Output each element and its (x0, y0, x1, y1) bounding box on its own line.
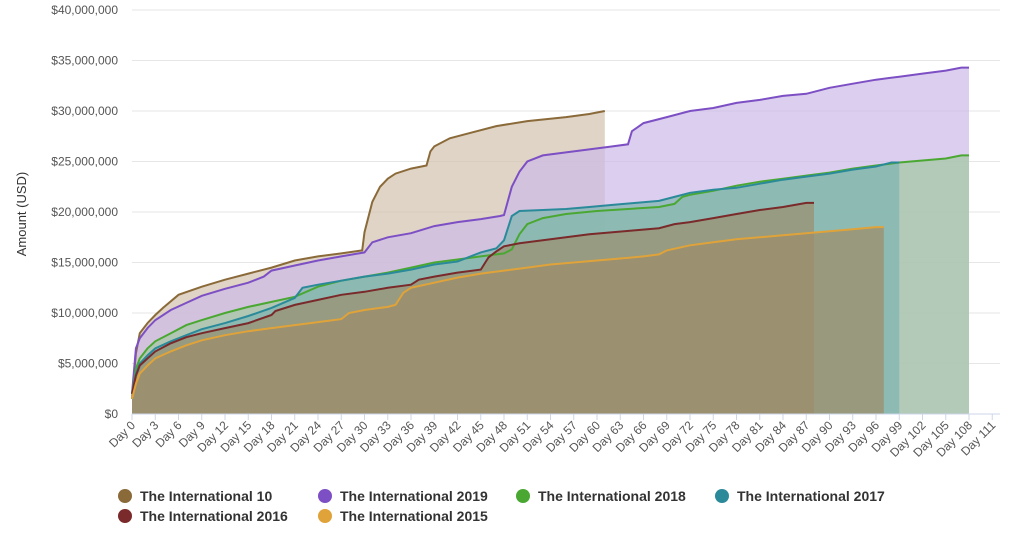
legend-marker-icon (516, 489, 530, 503)
legend-marker-icon (318, 489, 332, 503)
series-area-6 (132, 227, 884, 414)
legend-marker-icon (318, 509, 332, 523)
legend-label: The International 2017 (737, 488, 885, 504)
y-tick-label: $5,000,000 (58, 357, 118, 371)
series-line-1[interactable] (131, 110, 605, 399)
legend-label: The International 2019 (340, 488, 488, 504)
series-lines (131, 66, 969, 400)
y-tick-label: $30,000,000 (51, 104, 118, 118)
legend-item[interactable]: The International 2016 (118, 506, 288, 526)
y-tick-label: $15,000,000 (51, 256, 118, 270)
legend-item[interactable]: The International 2018 (516, 486, 686, 506)
legend-marker-icon (715, 489, 729, 503)
series-line-4[interactable] (131, 161, 900, 394)
legend-marker-icon (118, 489, 132, 503)
legend-item[interactable]: The International 10 (118, 486, 272, 506)
series-line-2[interactable] (131, 66, 969, 394)
legend-item[interactable]: The International 2019 (318, 486, 488, 506)
legend-label: The International 2018 (538, 488, 686, 504)
y-tick-label: $0 (105, 407, 119, 421)
y-tick-label: $40,000,000 (51, 3, 118, 17)
series-areas (132, 67, 969, 414)
y-axis-label: Amount (USD) (14, 172, 29, 257)
series-line-5[interactable] (131, 201, 814, 395)
y-tick-label: $25,000,000 (51, 155, 118, 169)
legend-label: The International 2015 (340, 508, 488, 524)
series-line-6[interactable] (131, 226, 884, 400)
legend-item[interactable]: The International 2017 (715, 486, 885, 506)
y-tick-label: $35,000,000 (51, 54, 118, 68)
legend-marker-icon (118, 509, 132, 523)
legend-label: The International 10 (140, 488, 273, 504)
legend-item[interactable]: The International 2015 (318, 506, 488, 526)
y-tick-label: $20,000,000 (51, 205, 118, 219)
legend-label: The International 2016 (140, 508, 288, 524)
y-tick-label: $10,000,000 (51, 306, 118, 320)
